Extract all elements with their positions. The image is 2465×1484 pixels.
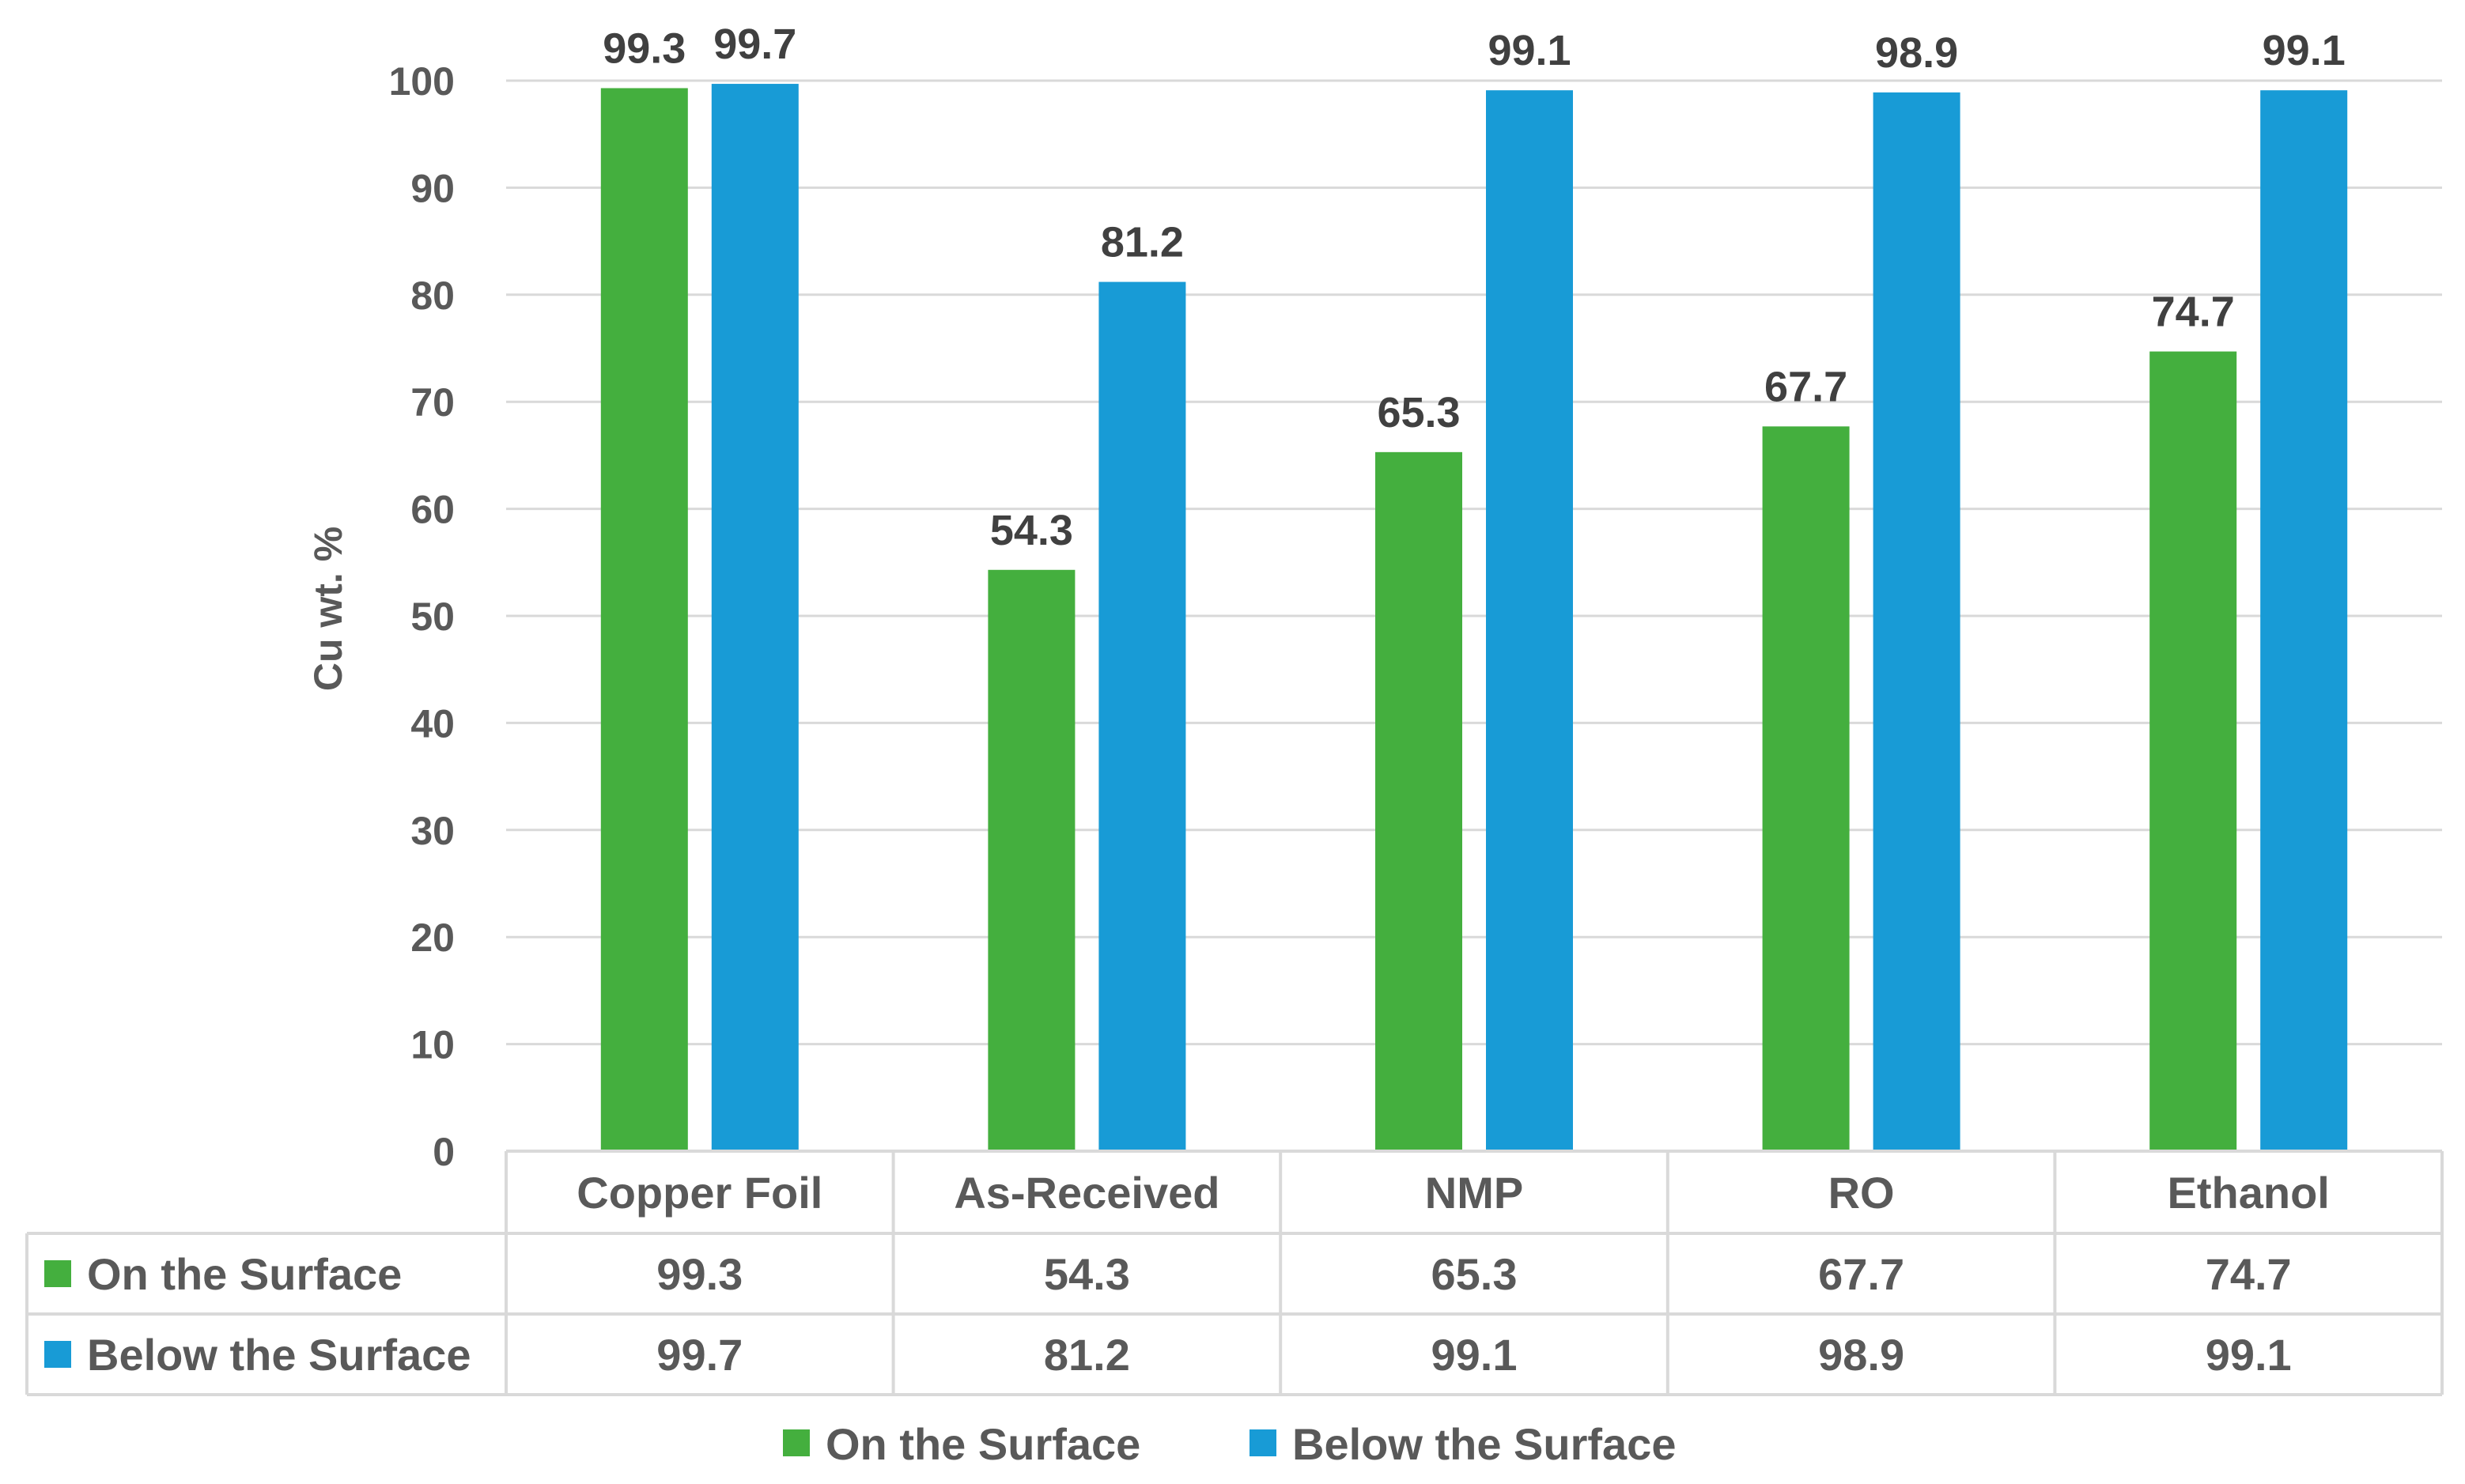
legend-label: On the Surface	[826, 1419, 1140, 1469]
table-cell-value: 54.3	[1044, 1249, 1130, 1299]
category-label: NMP	[1425, 1168, 1523, 1218]
y-tick-label: 100	[389, 59, 455, 104]
data-label: 67.7	[1764, 363, 1847, 410]
data-label: 74.7	[2152, 289, 2235, 336]
table-cell-value: 99.1	[1431, 1330, 1518, 1380]
y-tick-label: 70	[410, 380, 455, 425]
bar-on-surface	[1375, 451, 1462, 1151]
bar-below-surface	[1486, 90, 1573, 1151]
data-label: 99.1	[2263, 27, 2346, 74]
data-label: 54.3	[990, 507, 1073, 554]
table-cell-value: 65.3	[1431, 1249, 1518, 1299]
bar-below-surface	[2260, 90, 2348, 1151]
table-cell-value: 99.3	[656, 1249, 743, 1299]
y-tick-label: 60	[410, 488, 455, 532]
gridlines	[506, 79, 2442, 1153]
table-legend-key	[44, 1260, 71, 1287]
bar-on-surface	[2149, 351, 2237, 1151]
data-label: 99.1	[1488, 27, 1571, 74]
data-labels: 99.3 99.7 54.3 81.2 65.3 99.1 67.7 98.9 74.7 99.1	[603, 21, 2346, 554]
y-axis-tick-labels: 0 10 20 30 40 50 60 70 80 90 100	[389, 59, 455, 1174]
data-label: 99.7	[713, 21, 796, 68]
y-tick-label: 0	[433, 1130, 455, 1174]
data-label: 65.3	[1377, 389, 1460, 436]
bar-below-surface	[1098, 281, 1186, 1151]
table-cell-value: 99.1	[2206, 1330, 2292, 1380]
y-tick-label: 40	[410, 701, 455, 746]
bar-below-surface	[1873, 92, 1960, 1151]
y-tick-label: 30	[410, 809, 455, 853]
table-series-name: Below the Surface	[87, 1330, 471, 1380]
legend: On the Surface Below the Surface	[783, 1419, 1676, 1469]
category-label: Copper Foil	[577, 1168, 822, 1218]
y-tick-label: 90	[410, 166, 455, 210]
table-series-name: On the Surface	[87, 1249, 402, 1299]
category-label: As-Received	[954, 1168, 1219, 1218]
bar-on-surface	[988, 569, 1076, 1151]
table-cell-value: 74.7	[2206, 1249, 2292, 1299]
legend-label: Below the Surface	[1292, 1419, 1676, 1469]
category-label: Ethanol	[2168, 1168, 2330, 1218]
y-tick-label: 20	[410, 916, 455, 960]
data-table: Copper Foil As-Received NMP RO Ethanol On the…	[25, 1150, 2444, 1396]
data-label: 99.3	[603, 25, 686, 72]
bar-on-surface	[600, 88, 688, 1151]
table-cell-value: 67.7	[1818, 1249, 1904, 1299]
y-tick-label: 80	[410, 274, 455, 318]
data-label: 98.9	[1875, 29, 1958, 77]
category-label: RO	[1828, 1168, 1895, 1218]
table-legend-key	[44, 1341, 71, 1368]
table-cell-value: 99.7	[656, 1330, 743, 1380]
y-tick-label: 10	[410, 1023, 455, 1067]
legend-key	[783, 1429, 810, 1456]
table-cell-value: 81.2	[1044, 1330, 1130, 1380]
table-cell-value: 98.9	[1818, 1330, 1904, 1380]
bars	[600, 84, 2348, 1151]
data-label: 81.2	[1101, 219, 1184, 266]
bar-below-surface	[711, 84, 799, 1151]
y-axis-title: Cu wt. %	[306, 527, 350, 691]
legend-key	[1250, 1429, 1276, 1456]
y-tick-label: 50	[410, 595, 455, 639]
bar-on-surface	[1762, 426, 1850, 1151]
